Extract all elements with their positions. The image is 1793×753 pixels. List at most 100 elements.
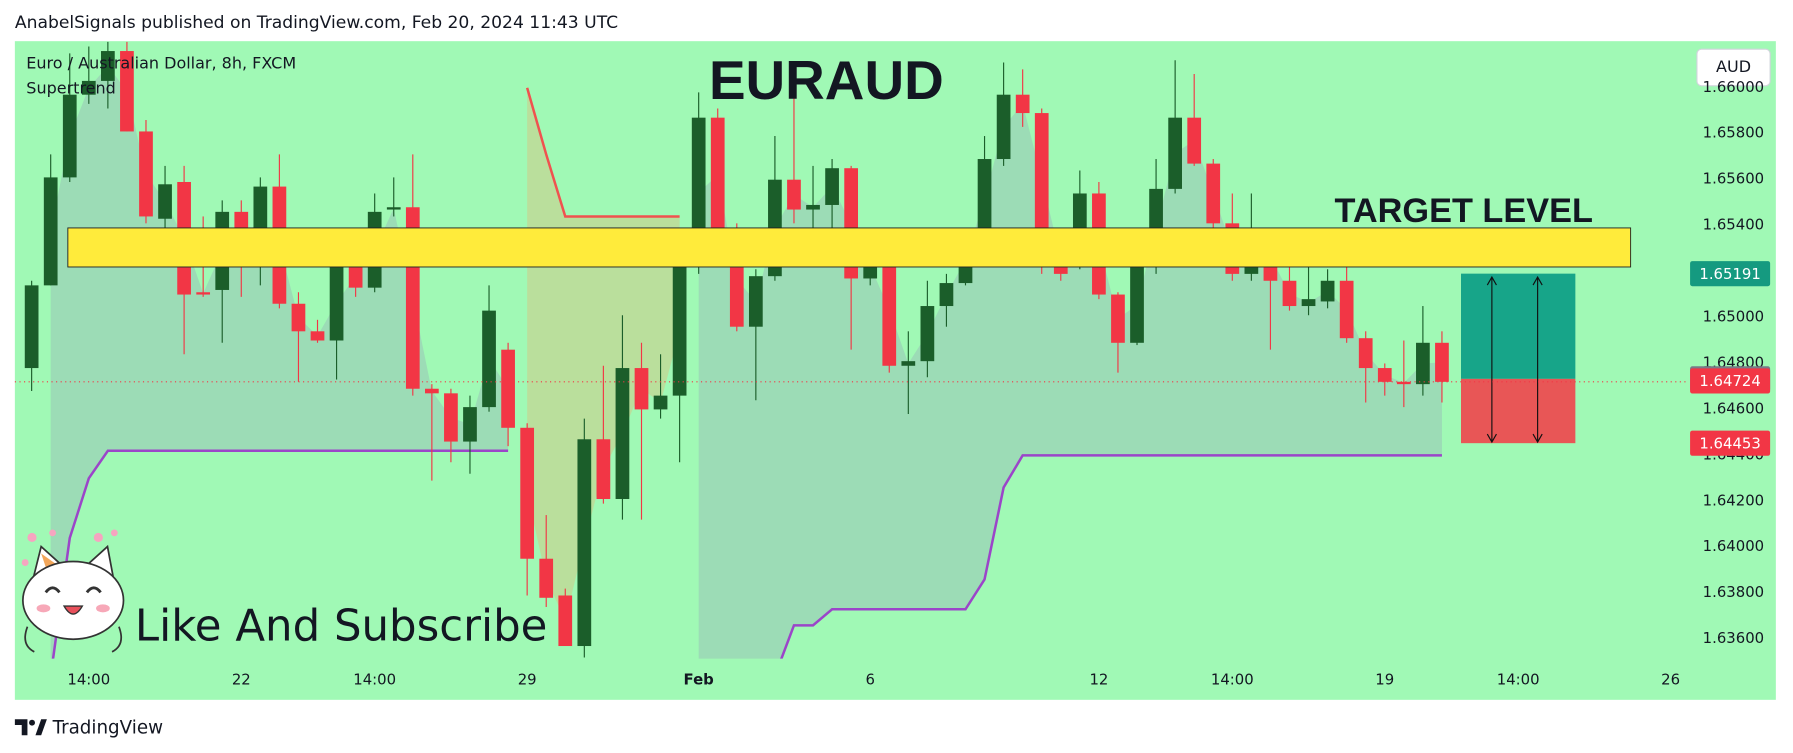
x-tick-label: 14:00 [1211,670,1254,688]
y-tick-label: 1.65800 [1703,124,1764,142]
candle-body [43,177,58,286]
footer-brand: TradingView [52,717,164,738]
candle-body [920,306,935,362]
candle-body [501,349,515,428]
candle-body [1168,117,1182,189]
candle-body [825,168,839,205]
y-tick-label: 1.63800 [1703,583,1764,601]
price-label-box [1690,261,1771,287]
candle-body [939,283,954,307]
candle-body [1015,94,1030,114]
x-tick-label: 14:00 [67,670,110,688]
x-tick-label: 29 [518,670,537,688]
candle-body [653,395,668,410]
candle-body [1111,294,1125,343]
candle-body [196,292,211,295]
candle-body [710,117,725,233]
x-tick-label: 19 [1375,670,1394,688]
candle-body [596,439,611,500]
range-arrow [1532,275,1543,444]
y-tick-label: 1.65000 [1703,308,1764,326]
overlay-text: Like And Subscribe [135,601,547,651]
candle-body [520,427,535,559]
chart-title: EURAUD [709,49,944,111]
candle-body [101,51,115,81]
candle-body [1206,163,1221,224]
indicator-label: Supertrend [26,79,116,98]
candle-body [901,361,916,366]
candle-body [1187,117,1202,164]
x-tick-label: 6 [865,670,874,688]
candle-body [386,207,401,210]
candle-body [1130,266,1144,343]
candle-body [1320,280,1335,302]
candle-body [291,303,306,332]
candle-body [1282,280,1297,307]
candle-body [81,80,96,95]
candle-body [1396,381,1411,385]
candle-body [1377,368,1392,382]
candle-body [539,558,554,598]
y-tick-label: 1.63600 [1703,629,1764,647]
range-arrow [1486,275,1497,444]
supertrend-fill [698,103,1442,659]
candle-body [444,393,458,442]
overlay [14,227,1688,444]
y-tick-label: 1.65400 [1703,216,1764,234]
symbol-label: Euro / Australian Dollar, 8h, FXCM [26,54,296,73]
target-zone [67,227,1632,268]
candle-body [158,184,172,219]
candle-body [1416,342,1430,385]
candle-body [139,131,153,217]
price-label: 1.64453 [1699,434,1760,452]
candle-body [748,276,763,327]
supertrend-line [525,87,680,218]
candle-body [615,368,630,500]
candle-body [787,179,801,210]
currency-button[interactable] [1696,48,1771,87]
candle-body [996,94,1011,160]
profit-area [1461,273,1576,379]
candle-body [348,264,363,288]
y-tick-label: 1.65600 [1703,170,1764,188]
candle-body [310,331,325,341]
candle-body [977,159,992,238]
price-label: 1.64724 [1699,372,1760,390]
candle-body [1435,342,1449,382]
candle-body [672,266,687,396]
y-tick-label: 1.64000 [1703,537,1764,555]
price-label: 1.65191 [1699,265,1760,283]
price-label-box [1690,368,1771,394]
candle-body [1358,338,1373,369]
zone-label: TARGET LEVEL [1334,192,1593,230]
price-label-box [1690,430,1771,456]
y-tick-label: 1.64600 [1703,399,1764,417]
candle-body [577,439,592,647]
candle-body [1339,280,1354,339]
loss-area [1461,378,1576,444]
x-tick-label: 14:00 [1497,670,1540,688]
mascot [21,529,125,653]
supertrend-fill [527,87,680,621]
candle-body [806,204,820,210]
candle-body [634,368,649,410]
candle-body [482,310,496,408]
candle-body [463,407,477,442]
x-tick-label: 12 [1089,670,1108,688]
candle-body [329,264,344,341]
candle-body [1301,299,1316,307]
tradingview-logo [14,719,47,736]
candle-body [120,51,134,132]
x-tick-label: 14:00 [353,670,396,688]
y-tick-label: 1.66000 [1703,78,1764,96]
candle-body [424,388,439,394]
candle-body [24,285,39,369]
currency-label[interactable]: AUD [1716,57,1751,76]
x-tick-label: Feb [684,670,714,688]
candle-body [558,595,573,647]
candle-body [1034,113,1049,245]
publish-header: AnabelSignals published on TradingView.c… [15,13,618,33]
y-tick-label: 1.64200 [1703,491,1764,509]
candle-body [62,94,77,178]
